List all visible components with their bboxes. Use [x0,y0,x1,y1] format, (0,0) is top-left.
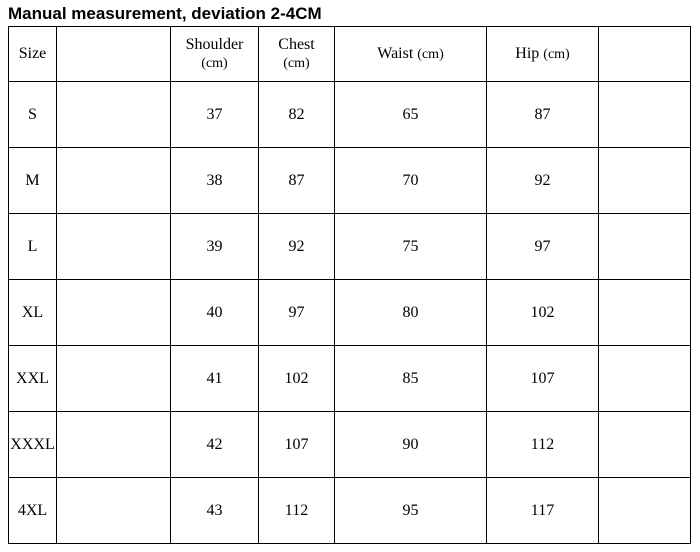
cell-hip: 92 [487,148,599,214]
cell-waist: 65 [335,82,487,148]
cell-waist: 80 [335,280,487,346]
cell-waist: 85 [335,346,487,412]
cell-chest: 97 [259,280,335,346]
page-title: Manual measurement, deviation 2-4CM [8,4,692,24]
cell-chest: 102 [259,346,335,412]
col-header-label: Chest [278,36,314,53]
cell-shoulder: 42 [171,412,259,478]
col-header-chest: Chest (cm) [259,27,335,82]
cell-blank2 [599,478,691,544]
cell-size: XXXL [9,412,57,478]
cell-shoulder: 39 [171,214,259,280]
cell-waist: 75 [335,214,487,280]
cell-blank1 [57,280,171,346]
table-row: XXXL 4210790112 [9,412,691,478]
table-row: L 39927597 [9,214,691,280]
cell-blank2 [599,214,691,280]
col-header-blank [599,27,691,82]
table-row: M 38877092 [9,148,691,214]
col-header-label: Shoulder [186,36,244,53]
cell-shoulder: 37 [171,82,259,148]
cell-shoulder: 40 [171,280,259,346]
cell-blank2 [599,148,691,214]
cell-shoulder: 41 [171,346,259,412]
cell-chest: 107 [259,412,335,478]
cell-blank2 [599,346,691,412]
cell-blank1 [57,148,171,214]
cell-chest: 82 [259,82,335,148]
table-row: S 37826587 [9,82,691,148]
cell-size: S [9,82,57,148]
cell-size: L [9,214,57,280]
col-header-shoulder: Shoulder (cm) [171,27,259,82]
cell-shoulder: 38 [171,148,259,214]
cell-hip: 112 [487,412,599,478]
col-header-label: Waist [377,45,413,62]
cell-size: M [9,148,57,214]
cell-size: 4XL [9,478,57,544]
col-header-blank [57,27,171,82]
cell-chest: 112 [259,478,335,544]
col-header-size: Size [9,27,57,82]
cell-blank2 [599,412,691,478]
cell-size: XL [9,280,57,346]
cell-size: XXL [9,346,57,412]
cell-shoulder: 43 [171,478,259,544]
cell-waist: 90 [335,412,487,478]
table-body: S37826587M38877092L39927597XL409780102XX… [9,82,691,544]
col-header-sub: (cm) [201,56,227,71]
col-header-hip: Hip (cm) [487,27,599,82]
size-chart-table: Size Shoulder (cm) Chest (cm) Waist (cm) [8,26,691,544]
col-header-sub: (cm) [417,47,443,62]
cell-hip: 97 [487,214,599,280]
table-header-row: Size Shoulder (cm) Chest (cm) Waist (cm) [9,27,691,82]
table-row: XL 409780102 [9,280,691,346]
cell-waist: 70 [335,148,487,214]
cell-hip: 107 [487,346,599,412]
table-row: XXL 4110285107 [9,346,691,412]
cell-blank1 [57,412,171,478]
col-header-sub: (cm) [543,47,569,62]
cell-hip: 87 [487,82,599,148]
col-header-waist: Waist (cm) [335,27,487,82]
cell-blank2 [599,280,691,346]
cell-waist: 95 [335,478,487,544]
cell-blank1 [57,214,171,280]
col-header-label: Size [19,45,47,62]
cell-hip: 102 [487,280,599,346]
table-row: 4XL 4311295117 [9,478,691,544]
cell-hip: 117 [487,478,599,544]
cell-chest: 87 [259,148,335,214]
cell-blank1 [57,82,171,148]
col-header-sub: (cm) [283,56,309,71]
cell-chest: 92 [259,214,335,280]
cell-blank1 [57,478,171,544]
cell-blank1 [57,346,171,412]
cell-blank2 [599,82,691,148]
col-header-label: Hip [515,45,539,62]
